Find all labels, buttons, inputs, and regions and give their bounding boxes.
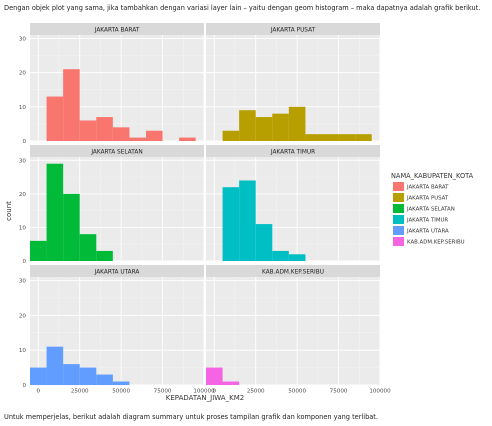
y-tick-label: 30 (19, 36, 27, 42)
histogram-bar (206, 367, 223, 385)
histogram-bar (222, 187, 240, 261)
histogram-bar (96, 250, 113, 261)
histogram-bar (79, 234, 97, 261)
histogram-bar (179, 137, 196, 141)
facet-panels: JAKARTA BARAT 0 10 20 30 JAKARTA PUSAT JAKARTA… (19, 23, 391, 395)
y-tick-label: 30 (19, 158, 27, 164)
legend-swatch (393, 193, 404, 202)
y-tick-label: 10 (19, 348, 27, 354)
y-tick-label: 10 (19, 225, 27, 231)
y-tick-label: 0 (22, 139, 26, 145)
x-tick-label: 100000 (193, 389, 215, 395)
histogram-bar (46, 96, 64, 141)
x-axis-label: KEPADATAN_JIWA_KM2 (166, 394, 244, 402)
histogram-bar (255, 117, 273, 141)
facet-strip (206, 145, 380, 157)
panel-background (206, 277, 380, 385)
legend-label: JAKARTA UTARA (406, 229, 449, 235)
histogram-bar (79, 367, 97, 385)
histogram-bar (338, 134, 356, 141)
legend-swatch (393, 204, 404, 213)
histogram-bar (96, 117, 113, 141)
histogram-bar (129, 137, 146, 141)
legend-label: KAB.ADM.KEP.SERIBU (407, 240, 465, 246)
histogram-bar (79, 120, 97, 141)
facet-panel: KAB.ADM.KEP.SERIBU 0 25000 50000 75000 100000 (206, 265, 391, 395)
caption-bottom: Untuk memperjelas, berikut adalah diagra… (4, 413, 378, 421)
histogram-bar (272, 113, 289, 141)
legend-swatch (393, 215, 404, 224)
x-tick-label: 75000 (154, 389, 172, 395)
x-tick-label: 25000 (71, 389, 89, 395)
legend-swatch (393, 237, 404, 246)
facet-strip-label: JAKARTA SELATAN (90, 150, 142, 156)
facet-strip (30, 265, 204, 277)
facet-strip (30, 23, 204, 35)
legend-title: NAMA_KABUPATEN_KOTA (391, 172, 474, 180)
histogram-bar (272, 250, 289, 261)
facet-panel: JAKARTA TIMUR (206, 145, 381, 262)
x-tick-label: 100000 (369, 389, 391, 395)
histogram-bar (46, 163, 64, 261)
histogram-bar (255, 224, 273, 261)
facet-panel: JAKARTA UTARA 0 10 20 30 0 25000 50000 75000 1000… (19, 265, 215, 395)
y-tick-label: 10 (19, 105, 27, 111)
y-tick-label: 20 (19, 71, 27, 77)
histogram-bar (30, 367, 47, 385)
facet-strip-label: JAKARTA BARAT (94, 28, 140, 34)
y-tick-label: 20 (19, 192, 27, 198)
histogram-bar (322, 134, 339, 141)
facet-strip (206, 23, 380, 35)
histogram-bar (239, 110, 256, 141)
y-tick-label: 0 (22, 383, 26, 389)
facet-strip (206, 265, 380, 277)
histogram-bar (112, 381, 130, 385)
histogram-bar (222, 381, 240, 385)
facet-strip (30, 145, 204, 157)
legend-swatch (393, 182, 404, 191)
x-tick-label: 75000 (330, 389, 348, 395)
facet-panel: JAKARTA PUSAT (206, 23, 381, 142)
facet-strip-label: JAKARTA UTARA (94, 270, 140, 276)
legend-swatch (393, 226, 404, 235)
x-tick-label: 25000 (247, 389, 265, 395)
y-tick-label: 20 (19, 313, 27, 319)
legend-label: JAKARTA SELATAN (406, 207, 455, 213)
histogram-bar (63, 364, 80, 385)
histogram-bar (288, 254, 306, 261)
y-tick-label: 0 (22, 259, 26, 265)
histogram-bar (222, 130, 240, 141)
caption-top: Dengan objek plot yang sama, jika tambah… (4, 4, 481, 12)
x-tick-label: 50000 (288, 389, 306, 395)
x-tick-label: 0 (213, 389, 217, 395)
legend-label: JAKARTA PUSAT (406, 196, 449, 202)
histogram-bar (355, 134, 372, 141)
histogram-bar (239, 180, 256, 261)
histogram-bar (288, 106, 306, 141)
x-tick-label: 50000 (112, 389, 130, 395)
facet-panel: JAKARTA SELATAN 0 10 20 30 (19, 145, 205, 265)
histogram-bar (146, 130, 163, 141)
legend-items: JAKARTA BARAT JAKARTA PUSAT JAKARTA SELATA… (393, 182, 465, 246)
histogram-bar (96, 374, 113, 385)
facet-strip-label: JAKARTA TIMUR (270, 150, 315, 156)
histogram-bar (63, 193, 80, 261)
histogram-bar (112, 127, 130, 141)
y-axis-label: count (5, 201, 13, 221)
facet-strip-label: KAB.ADM.KEP.SERIBU (262, 270, 324, 276)
x-tick-label: 0 (37, 389, 41, 395)
legend-label: JAKARTA BARAT (406, 185, 449, 191)
histogram-bar (30, 240, 47, 261)
facet-panel: JAKARTA BARAT 0 10 20 30 (19, 23, 205, 145)
legend: NAMA_KABUPATEN_KOTA JAKARTA BARATJAKARTA… (391, 172, 474, 246)
legend-label: JAKARTA TIMUR (406, 218, 448, 224)
histogram-bar (305, 134, 322, 141)
y-tick-label: 30 (19, 278, 27, 284)
histogram-bar (63, 69, 80, 141)
facet-strip-label: JAKARTA PUSAT (270, 28, 316, 34)
histogram-bar (46, 346, 64, 385)
